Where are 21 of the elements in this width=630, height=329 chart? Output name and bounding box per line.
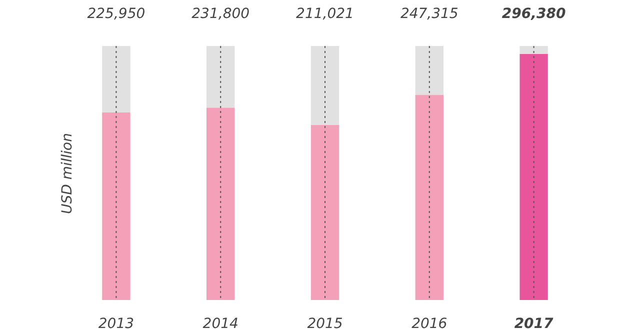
data-label: 231,800: [192, 6, 250, 22]
x-tick-label: 2014: [202, 316, 238, 329]
bar: [206, 46, 235, 108]
x-tick-label: 2016: [412, 316, 448, 329]
data-label: 225,950: [87, 6, 146, 22]
x-tick-label: 2015: [307, 316, 343, 329]
bar: [102, 46, 130, 112]
bar: [520, 46, 548, 54]
bar: [520, 54, 548, 300]
bar: [415, 46, 444, 95]
bar: [102, 112, 130, 300]
data-label: 211,021: [296, 6, 354, 22]
bar: [206, 108, 235, 300]
x-tick-label: 2013: [98, 316, 134, 329]
y-axis-title: USD million: [60, 133, 76, 214]
data-label: 296,380: [502, 6, 566, 22]
data-label: 247,315: [400, 6, 458, 22]
bar: [310, 46, 340, 125]
x-tick-label: 2017: [514, 316, 554, 329]
bar: [310, 124, 340, 300]
bar: [415, 94, 444, 300]
